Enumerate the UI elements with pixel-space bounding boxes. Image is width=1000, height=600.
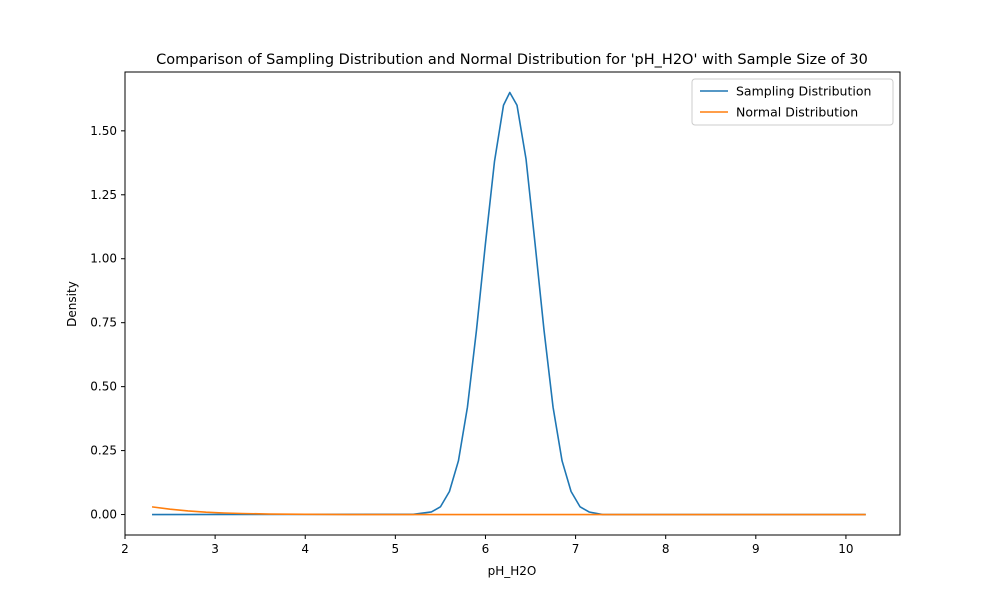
y-axis-label: Density [65,281,79,327]
x-tick-label: 5 [392,542,400,556]
plot-frame [124,71,901,536]
legend-entry: Sampling Distribution [736,84,871,99]
x-tick-label: 10 [838,542,853,556]
x-tick-label: 2 [121,542,129,556]
y-tick-label: 1.50 [90,124,117,138]
y-axis: 0.00 0.25 0.50 0.75 1.00 1.25 1.50 [90,124,125,522]
legend-entry: Normal Distribution [736,105,858,120]
y-tick-label: 0.25 [90,444,117,458]
x-tick-label: 9 [752,542,760,556]
x-axis: 2 3 4 5 6 7 8 9 10 [121,535,854,556]
x-tick-label: 6 [482,542,490,556]
y-tick-label: 1.25 [90,188,117,202]
y-tick-label: 1.00 [90,252,117,266]
x-axis-label: pH_H2O [488,564,537,578]
y-tick-label: 0.00 [90,508,117,522]
y-tick-label: 0.75 [90,316,117,330]
x-tick-label: 3 [211,542,219,556]
series-line-sampling-distribution [152,91,866,516]
y-tick-label: 0.50 [90,380,117,394]
legend: Sampling Distribution Normal Distribution [691,78,894,126]
chart-title: Comparison of Sampling Distribution and … [156,52,868,68]
x-tick-label: 7 [572,542,580,556]
x-tick-label: 4 [301,542,309,556]
x-tick-label: 8 [662,542,670,556]
plot-area [151,91,866,516]
series-line-normal-distribution [151,506,866,516]
legend-box [691,78,894,126]
